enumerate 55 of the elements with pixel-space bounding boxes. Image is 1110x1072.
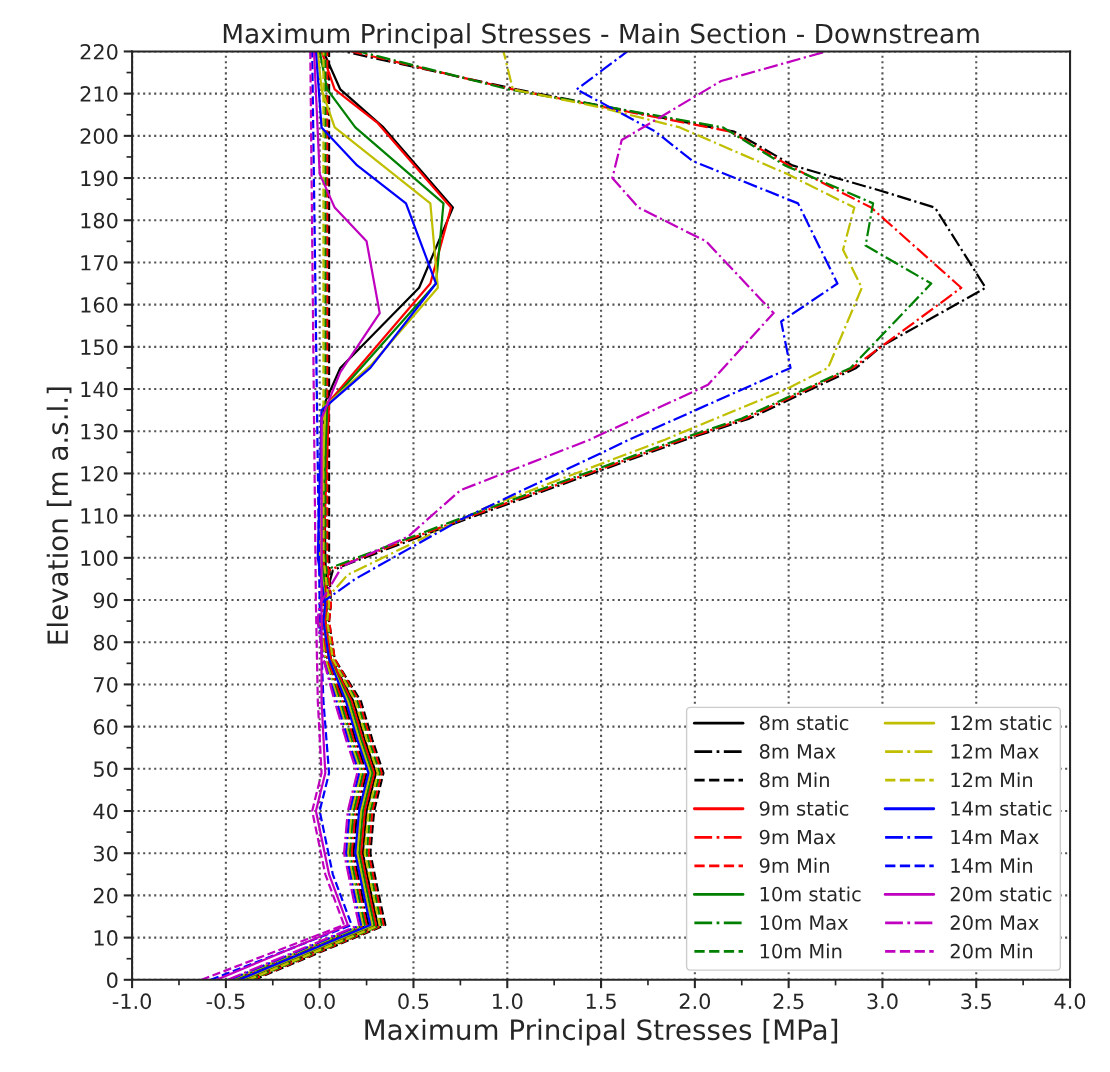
legend-label: 20m Max xyxy=(950,915,1039,930)
x-tick-label: 3.0 xyxy=(867,993,898,1010)
y-tick-label: 40 xyxy=(93,803,118,820)
x-tick-label: 2.0 xyxy=(679,993,711,1010)
y-tick-label: 30 xyxy=(93,845,118,862)
y-axis-title: Elevation [m a.s.l.] xyxy=(46,387,72,644)
y-tick-label: 70 xyxy=(94,676,118,693)
y-tick-label: 100 xyxy=(81,550,118,567)
x-tick-label: 1.5 xyxy=(586,993,616,1010)
x-tick-label: 4.0 xyxy=(1054,993,1086,1010)
x-tick-label: 2.5 xyxy=(773,993,804,1010)
y-tick-label: 120 xyxy=(81,465,118,482)
legend-label: 8m Min xyxy=(759,772,829,788)
y-tick-label: 80 xyxy=(93,634,118,651)
legend-label: 9m static xyxy=(759,800,849,816)
chart-title: Maximum Principal Stresses - Main Section - Downstream xyxy=(223,23,979,49)
x-tick-label: 0.0 xyxy=(304,993,335,1010)
y-tick-label: 180 xyxy=(81,212,118,229)
y-tick-label: 150 xyxy=(81,339,118,356)
legend-label: 9m Min xyxy=(759,857,829,873)
y-tick-label: 110 xyxy=(81,508,118,524)
legend-label: 12m Max xyxy=(951,744,1039,759)
y-tick-label: 160 xyxy=(81,297,118,313)
legend-label: 8m Max xyxy=(759,744,836,759)
y-tick-label: 10 xyxy=(94,930,118,946)
y-tick-label: 200 xyxy=(80,128,118,145)
y-tick-label: 60 xyxy=(93,719,118,735)
x-tick-label: 3.5 xyxy=(961,993,991,1010)
x-tick-label: 0.5 xyxy=(398,993,429,1010)
legend-label: 10m static xyxy=(760,886,861,902)
legend-label: 9m Max xyxy=(759,829,836,845)
y-tick-label: 0 xyxy=(107,972,118,989)
x-tick-label: -0.5 xyxy=(206,993,245,1010)
x-axis-title: Maximum Principal Stresses [MPa] xyxy=(365,1018,838,1046)
y-tick-label: 90 xyxy=(93,592,118,609)
y-tick-label: 50 xyxy=(93,761,118,778)
legend-label: 14m static xyxy=(951,800,1052,816)
y-tick-label: 130 xyxy=(81,423,118,440)
legend-label: 14m Min xyxy=(951,857,1033,873)
y-tick-label: 190 xyxy=(81,170,118,187)
legend-label: 12m Min xyxy=(951,772,1033,788)
y-tick-label: 140 xyxy=(81,381,118,398)
legend-label: 20m Min xyxy=(950,943,1033,959)
y-tick-label: 210 xyxy=(80,86,118,102)
legend-label: 14m Max xyxy=(951,829,1039,845)
legend-label: 8m static xyxy=(759,715,849,731)
x-tick-label: 1.0 xyxy=(492,993,523,1010)
y-tick-label: 170 xyxy=(81,254,118,271)
y-tick-label: 20 xyxy=(93,887,118,904)
legend-label: 10m Min xyxy=(760,943,842,959)
legend-label: 10m Max xyxy=(760,915,848,930)
x-tick-label: -1.0 xyxy=(112,993,152,1010)
y-tick-label: 220 xyxy=(80,43,118,60)
legend-label: 12m static xyxy=(951,715,1052,731)
legend-label: 20m static xyxy=(950,886,1052,902)
